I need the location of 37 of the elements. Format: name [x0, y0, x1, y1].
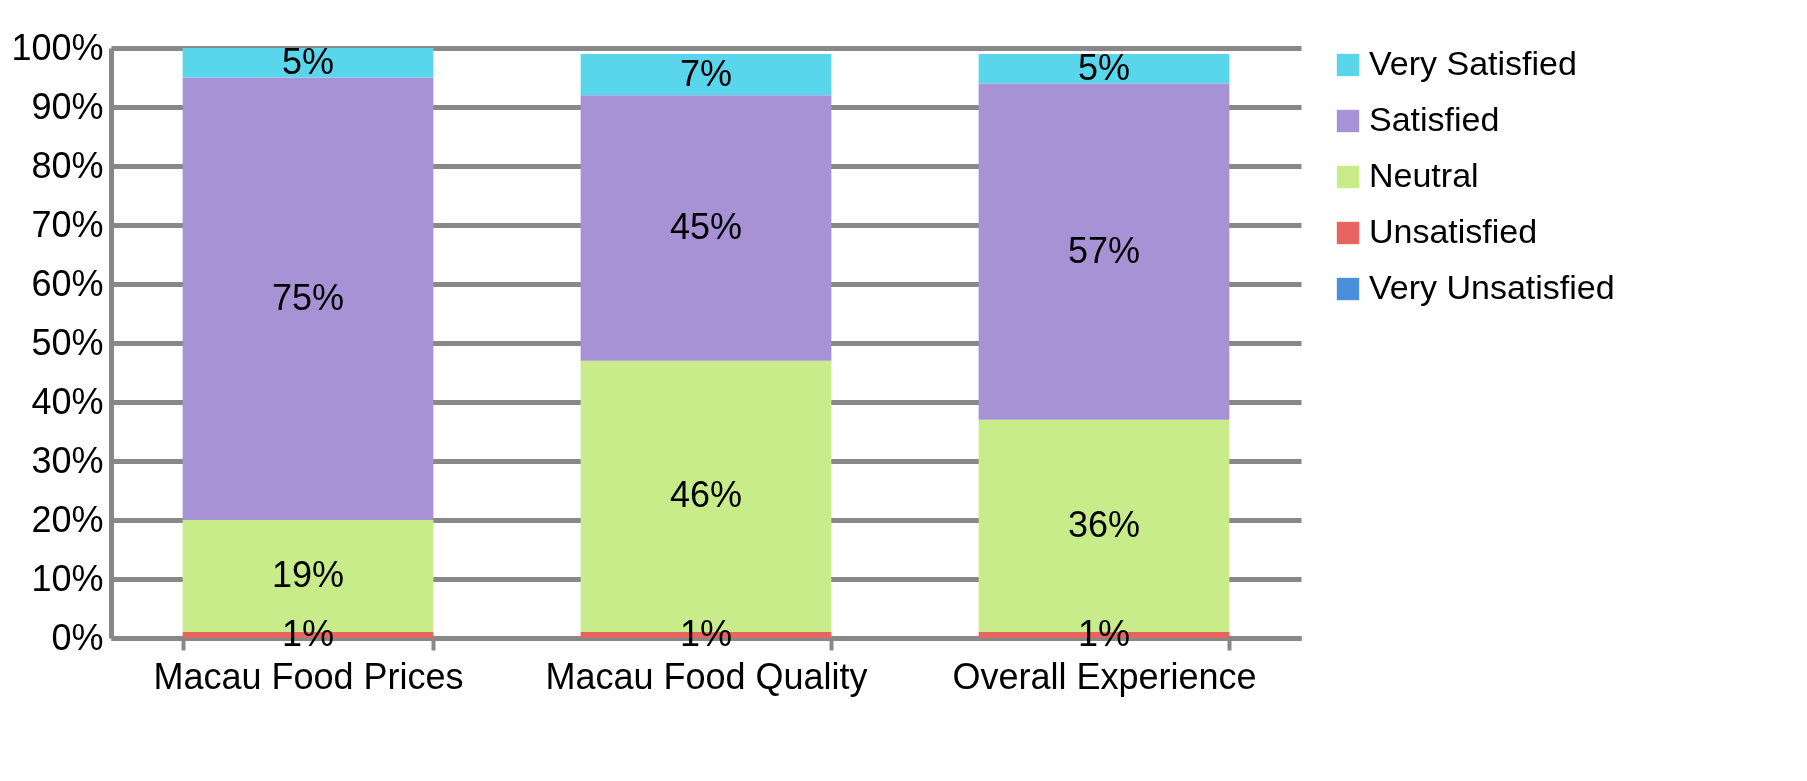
data-label: 45%	[669, 205, 743, 247]
bar	[978, 53, 1230, 84]
legend-label: Very Satisfied	[1369, 44, 1577, 82]
data-label: 1%	[679, 613, 733, 655]
data-label: 57%	[1067, 229, 1141, 271]
data-label: 5%	[1077, 46, 1131, 88]
y-tick-label: 90%	[31, 85, 104, 127]
data-label: 75%	[271, 276, 345, 318]
y-tick-label: 20%	[31, 498, 104, 540]
y-tick-label: 0%	[51, 616, 104, 658]
legend-label: Satisfied	[1369, 100, 1500, 138]
x-tick-label: Macau Food Prices	[153, 655, 464, 697]
legend-label: Very Unsatisfied	[1369, 268, 1615, 306]
legend-label: Unsatisfied	[1369, 212, 1538, 250]
bar	[978, 83, 1230, 420]
data-label: 7%	[679, 52, 733, 94]
data-label: 46%	[669, 474, 743, 516]
data-label: 5%	[281, 40, 335, 82]
y-tick-label: 80%	[31, 144, 104, 186]
data-label: 1%	[281, 613, 335, 655]
data-label: 1%	[1077, 613, 1131, 655]
y-tick-label: 30%	[31, 439, 104, 481]
legend-label: Neutral	[1369, 156, 1479, 194]
y-tick-label: 70%	[31, 203, 104, 245]
data-label: 19%	[271, 554, 345, 596]
y-tick-label: 100%	[11, 26, 104, 68]
data-label: 36%	[1067, 503, 1141, 545]
x-tick-label: Overall Experience	[952, 655, 1257, 697]
bar	[182, 48, 434, 78]
y-tick-label: 10%	[31, 557, 104, 599]
x-tick-label: Macau Food Quality	[545, 655, 868, 697]
y-tick-label: 60%	[31, 262, 104, 304]
y-tick-label: 50%	[31, 321, 104, 363]
bar	[580, 53, 832, 96]
y-tick-label: 40%	[31, 380, 104, 422]
bar	[182, 77, 434, 520]
bar	[580, 95, 832, 361]
